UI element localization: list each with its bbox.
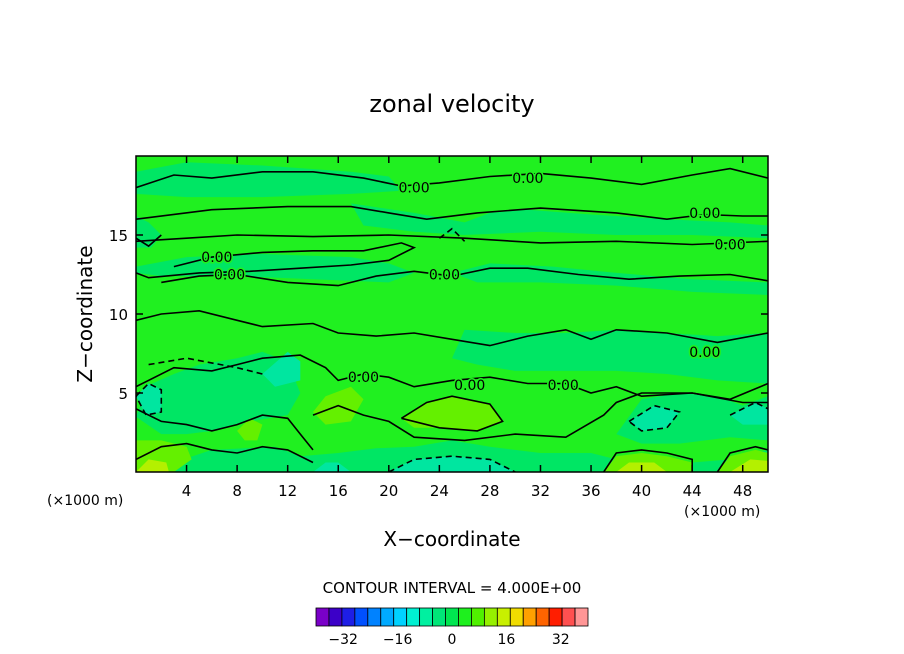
contour-label: 0.00: [714, 237, 745, 253]
colorbar-swatch: [471, 607, 485, 627]
contour-line: [136, 354, 768, 401]
field-region: [136, 459, 169, 472]
contour-line: [161, 267, 768, 287]
contour-label: 0.00: [689, 345, 720, 361]
field-region: [730, 402, 768, 425]
colorbar-swatch: [406, 607, 421, 627]
x-axis: 4 8 12 16 20 24 28 32 36 40 44 48: [182, 156, 752, 500]
contour-line: [716, 445, 768, 472]
colorbar-swatch: [419, 607, 433, 627]
colorbar-swatch: [535, 607, 550, 627]
contour-label: 0.00: [214, 268, 245, 284]
field-region: [401, 396, 503, 431]
contour-label: 0.00: [398, 181, 429, 197]
colorbar-tick-label: −32: [328, 632, 358, 648]
contour-line-negative: [136, 382, 163, 417]
colorbar-swatch: [574, 607, 589, 627]
x-tick-label: 48: [733, 482, 752, 500]
x-tick-label: 24: [430, 482, 449, 500]
x-tick-label: 20: [379, 482, 398, 500]
colorbar-swatch: [483, 607, 498, 627]
colorbar-swatch: [432, 607, 446, 627]
field-region: [136, 383, 162, 416]
field-region: [629, 405, 680, 431]
colorbar-swatch: [393, 607, 408, 627]
y-axis-label: Z−coordinate: [73, 245, 97, 382]
x-tick-label: 8: [232, 482, 242, 500]
colorbar-swatch: [380, 607, 395, 627]
x-tick-label: 36: [581, 482, 600, 500]
field-region: [262, 351, 301, 387]
x-unit-left: (×1000 m): [47, 493, 123, 509]
colorbar-tick-label: 16: [497, 632, 515, 648]
field-region: [452, 263, 768, 295]
field-region: [452, 329, 768, 384]
plot-area: 0.00 0.00 0.00 0.00 0.00 0.00 0.00 0.00 0.00 0.00…: [109, 155, 769, 500]
contour-line-negative: [388, 455, 516, 472]
field-region: [388, 456, 516, 472]
field-region: [350, 203, 768, 239]
field-region: [136, 162, 402, 198]
x-tick-label: 40: [632, 482, 651, 500]
colorbar-tick-label: 32: [552, 632, 570, 648]
contour-label: 0.00: [454, 378, 485, 394]
contour-line-negative: [438, 227, 466, 242]
contour-line: [400, 395, 504, 432]
x-tick-label: 16: [329, 482, 348, 500]
x-tick-label: 4: [182, 482, 192, 500]
colorbar-swatch: [315, 607, 330, 627]
contour-line: [136, 309, 768, 347]
x-tick-label: 32: [531, 482, 550, 500]
contour-line: [136, 167, 768, 189]
colorbar-swatch: [496, 607, 511, 627]
x-axis-label: X−coordinate: [383, 527, 520, 551]
colorbar-swatch: [328, 607, 343, 627]
colorbar-swatch: [354, 607, 369, 627]
colorbar-swatch: [341, 607, 356, 627]
contour-label: 0.00: [689, 206, 720, 222]
x-unit-right: (×1000 m): [684, 504, 760, 520]
colorbar: −32 −16 0 16 32: [315, 607, 589, 648]
colorbar-tick-label: 0: [448, 632, 457, 648]
colorbar-tick-label: −16: [383, 632, 413, 648]
y-tick-label: 5: [118, 385, 128, 403]
contour-line-negative: [628, 404, 681, 432]
contour-line: [136, 408, 314, 451]
colorbar-swatch: [548, 607, 563, 627]
field-region: [730, 459, 768, 472]
y-axis: 5 10 15: [109, 227, 768, 403]
colorbar-swatch: [445, 607, 459, 627]
contour-line: [136, 234, 768, 246]
field-region: [237, 418, 263, 441]
contour-label: 0.00: [429, 268, 460, 284]
x-tick-label: 12: [278, 482, 297, 500]
contour-line: [136, 442, 314, 464]
x-tick-label: 28: [480, 482, 499, 500]
contour-line: [136, 242, 417, 279]
contour-line: [136, 205, 768, 221]
colorbar-swatch: [458, 607, 472, 627]
colorbar-swatch: [367, 607, 382, 627]
colorbar-swatch: [509, 607, 524, 627]
contour-label: 0.00: [201, 250, 232, 266]
colorbar-swatch: [561, 607, 576, 627]
y-tick-label: 10: [109, 306, 128, 324]
contour-line: [312, 392, 768, 442]
x-tick-label: 44: [683, 482, 702, 500]
contour-label: 0.00: [548, 378, 579, 394]
contour-label: 0.00: [512, 171, 543, 187]
contour-interval-text: CONTOUR INTERVAL = 4.000E+00: [323, 579, 582, 597]
contour-line-negative: [148, 357, 263, 375]
contour-line: [603, 449, 693, 472]
y-tick-label: 15: [109, 227, 128, 245]
contour-label: 0.00: [348, 370, 379, 386]
chart-title: zonal velocity: [369, 90, 534, 118]
field-region: [313, 462, 351, 472]
colorbar-swatch: [522, 607, 537, 627]
